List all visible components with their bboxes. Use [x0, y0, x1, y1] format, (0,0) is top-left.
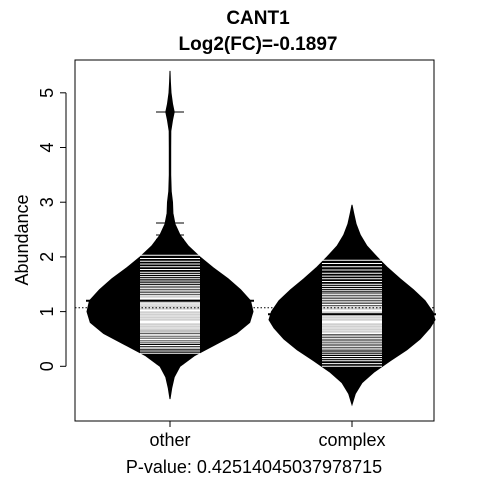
y-tick-label: 2 [37, 252, 57, 262]
x-tick-label-other: other [149, 430, 190, 450]
bean-complex [268, 204, 436, 407]
beans-layer [86, 70, 436, 407]
y-tick-label: 5 [37, 88, 57, 98]
y-tick-label: 3 [37, 197, 57, 207]
x-axis: other complex [149, 421, 386, 450]
y-tick-label: 1 [37, 307, 57, 317]
p-value-footer: P-value: 0.42514045037978715 [126, 457, 382, 477]
y-axis: 0 1 2 3 4 5 [37, 88, 67, 371]
chart-title: CANT1 [226, 8, 290, 29]
y-tick-label: 0 [37, 361, 57, 371]
x-tick-label-complex: complex [318, 430, 385, 450]
bean-other [86, 70, 254, 400]
chart-subtitle: Log2(FC)=-0.1897 [179, 34, 338, 55]
y-axis-label: Abundance [12, 194, 32, 285]
plot-frame [74, 59, 435, 422]
y-tick-label: 4 [37, 143, 57, 153]
